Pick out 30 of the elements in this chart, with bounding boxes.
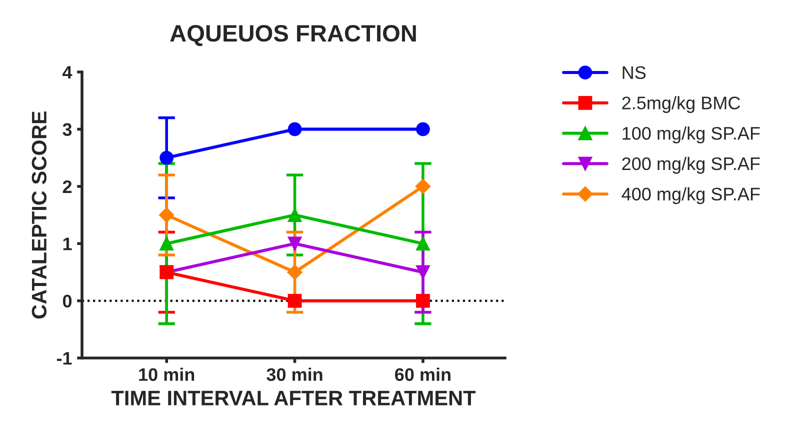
point [288,122,302,136]
x-tick-label: 60 min [395,368,450,381]
y-tick-label: 4 [62,66,72,79]
x-tick-label: 10 min [139,368,194,381]
point [288,208,302,222]
y-tick-label: 2 [62,180,72,193]
point [416,236,430,251]
x-axis-title: TIME INTERVAL AFTER TREATMENT [111,390,476,406]
point [416,122,430,136]
y-tick-label: -1 [56,352,72,365]
point [160,150,174,165]
legend-label: 400 mg/kg SP.AF [622,187,760,204]
legend-label: 200 mg/kg SP.AF [622,156,760,174]
y-tick-label: 3 [62,123,72,136]
point [160,236,174,251]
y-tick-label: 1 [63,238,72,250]
legend-label: NS [622,66,646,80]
point [416,294,430,308]
legend-label: 100 mg/kg SP.AF [622,126,760,144]
point [415,178,431,194]
chart-title: AQUEUOS FRACTION [170,24,416,46]
point [288,294,302,308]
point [288,236,302,251]
x-tick-label: 30 min [266,368,322,382]
y-axis-title: CATALEPTIC SCORE [32,111,47,319]
legend-label: 2.5mg/kg BMC [622,96,740,113]
point [416,265,430,280]
point [287,264,302,280]
y-tick-label: 0 [62,294,72,308]
point [159,207,174,223]
